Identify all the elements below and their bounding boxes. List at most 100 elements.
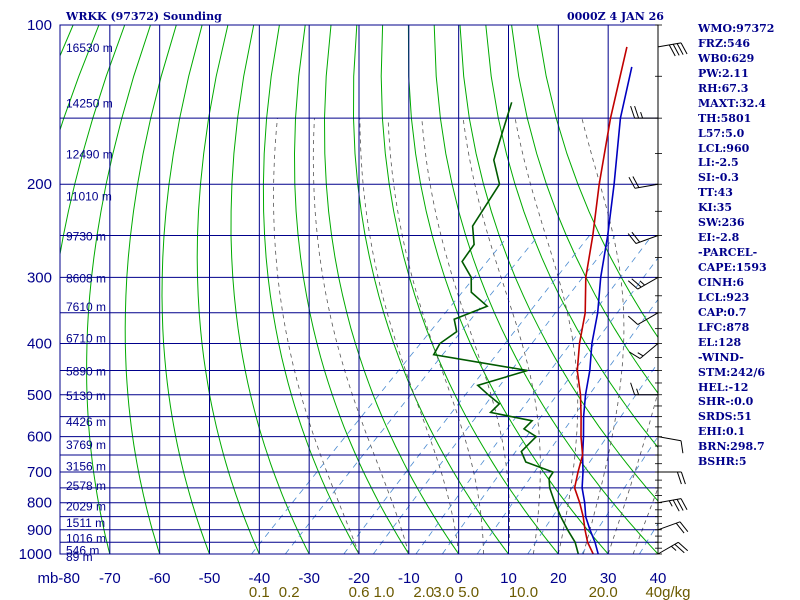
wind-barb-flag [679,521,689,533]
pressure-tick-label: 400 [27,335,52,352]
mixing-ratio-label: 40g/kg [645,584,690,600]
moist-adiabat-line [421,118,510,554]
wind-barb-flag [632,176,640,188]
mixing-ratio-label: 0.1 [249,584,270,600]
mixing-ratio-label: 10.0 [509,584,538,600]
mixing-ratio-line [441,257,658,554]
dry-adiabats [0,25,658,554]
temperature-tick-label: -40 [248,570,270,587]
pressure-tick-label: 900 [27,522,52,539]
mixing-ratio-line [251,235,509,554]
chart-title: WRKK (97372) Sounding [65,10,222,23]
wind-barbs [627,24,689,555]
pressure-tick-label: 500 [27,387,52,404]
index-item: -WIND- [698,350,744,364]
wind-barb-flag [627,233,637,244]
wind-barb [657,42,688,57]
mixing-ratio-label: 5.0 [458,584,479,600]
index-item: TT:43 [698,186,733,200]
index-item: LCL:923 [698,290,750,304]
index-item: WMO:97372 [698,22,775,35]
index-item: L57:5.0 [698,126,745,140]
wind-barb-half [671,545,677,551]
wind-barb [658,471,686,485]
moist-adiabat-line [462,118,541,554]
temperature-tick-label: 10 [500,570,517,587]
mixing-ratio-line [343,235,590,554]
profile-lines [432,46,633,554]
wind-barb-half [639,280,645,286]
mixing-ratio-label: 0.2 [279,584,300,600]
temperature-tick-label: -30 [298,570,320,587]
index-item: HEL:-12 [698,380,749,394]
moist-adiabat-line [312,118,410,554]
pressure-tick-label: 600 [27,429,52,446]
dry-adiabat-line [196,25,260,554]
pressure-tick-label: 200 [27,176,52,193]
wind-barb-half [668,500,673,507]
index-item: CINH:6 [698,275,745,289]
height-label: 3156 m [66,459,106,473]
height-label: 12490 m [66,148,113,162]
moist-adiabat-line [581,118,625,554]
wind-barb-flag [676,43,684,55]
mixing-ratio-line [581,435,658,554]
pressure-tick-label: 800 [27,495,52,512]
wind-barb-flag [680,440,684,454]
wind-barb-flag [634,105,640,119]
index-item: SHR-:0.0 [698,395,754,409]
mixing-ratio-line [476,298,658,554]
wind-barb-flag [676,471,682,485]
temperature-tick-label: mb-80 [37,570,80,587]
height-label: 6710 m [66,332,106,346]
pressure-tick-label: 300 [27,269,52,286]
wind-barb-flag [631,278,642,288]
wind-barb-staff [637,312,659,325]
wind-barb-flag [677,541,689,552]
wind-barb [627,276,659,290]
height-label: 5890 m [66,365,106,379]
wind-barb [630,105,658,119]
index-item: -PARCEL- [698,246,758,260]
wind-barb-flag [668,44,676,57]
wind-barb-flag [676,499,684,511]
height-label: 9730 m [66,230,106,244]
wind-barb [657,498,688,512]
temperature-tick-label: 20 [550,570,567,587]
index-item: EHI:0.1 [698,425,746,439]
dry-adiabat-line [0,25,22,554]
temperature-tick-label: -60 [149,570,171,587]
index-item: EI:-2.8 [698,231,740,245]
wind-barb-flag [627,280,639,290]
temperature-line [573,46,628,554]
temperature-tick-label: 0 [454,570,462,587]
index-item: CAPE:1593 [698,261,767,274]
dry-adiabat-line [459,25,658,502]
dry-adiabat-line [293,25,410,554]
temperature-tick-label: 30 [600,570,617,587]
index-item: SI:-0.3 [698,171,739,185]
height-label: 3769 m [66,438,106,452]
index-item: KI:35 [698,201,733,215]
index-item: LCL:960 [698,141,750,155]
index-item: CAP:0.7 [698,305,747,319]
wind-barb-flag [672,499,680,512]
wind-barb [630,382,658,396]
dry-adiabat-line [262,25,360,554]
moist-adiabat-line [387,118,484,554]
wind-barb [657,436,684,454]
height-label: 16530 m [66,41,113,55]
index-item: LFC:878 [698,320,750,334]
index-item: PW:2.11 [698,66,749,80]
moist-adiabats [273,118,658,554]
temperature-tick-label: -50 [199,570,221,587]
mixing-ratio-label: 2.0 [413,584,434,600]
chart-time: 0000Z 4 JAN 26 [567,10,664,23]
temperature-tick-label: -70 [99,570,121,587]
moist-adiabat-line [359,118,460,554]
wind-barb-half [640,111,644,119]
index-item: TH:5801 [698,111,752,125]
wind-barb-flag [630,105,636,119]
wind-barb [627,231,659,244]
index-item: FRZ:546 [698,36,751,50]
